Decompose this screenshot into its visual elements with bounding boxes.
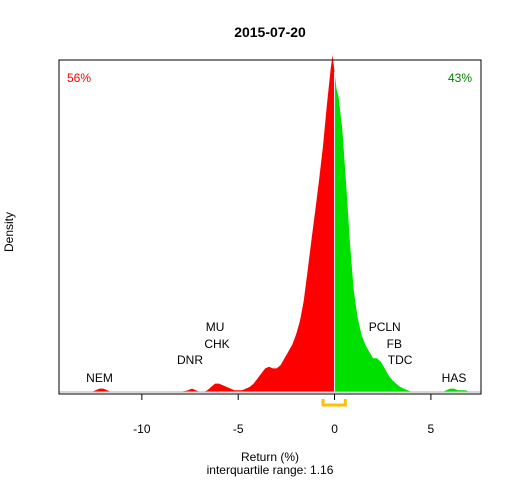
negative-density-area (91, 55, 335, 392)
y-axis-label: Density (2, 212, 16, 252)
ticker-label: HAS (442, 371, 467, 385)
iqr-bracket-group (321, 399, 347, 407)
ticker-label: TDC (388, 353, 413, 367)
ticker-label: CHK (204, 337, 229, 351)
ticker-label: FB (387, 337, 402, 351)
iqr-bracket (321, 399, 347, 407)
plot-frame (58, 59, 482, 395)
negative-share-label: 56% (67, 71, 91, 85)
x-tick-label: -5 (233, 422, 244, 436)
x-axis: -10 -5 0 5 (133, 394, 435, 436)
iqr-caption: interquartile range: 1.16 (207, 463, 334, 477)
x-tick-label: 5 (428, 422, 435, 436)
positive-share-label: 43% (448, 71, 472, 85)
ticker-label: MU (206, 320, 225, 334)
ticker-label: PCLN (369, 320, 401, 334)
ticker-label: NEM (86, 371, 113, 385)
positive-density-area (334, 72, 470, 392)
ticker-label: DNR (177, 353, 203, 367)
density-area-group (59, 55, 481, 393)
x-axis-label: Return (%) (241, 450, 299, 464)
chart-title: 2015-07-20 (234, 24, 306, 40)
x-tick-label: -10 (133, 422, 151, 436)
x-tick-label: 0 (331, 422, 338, 436)
